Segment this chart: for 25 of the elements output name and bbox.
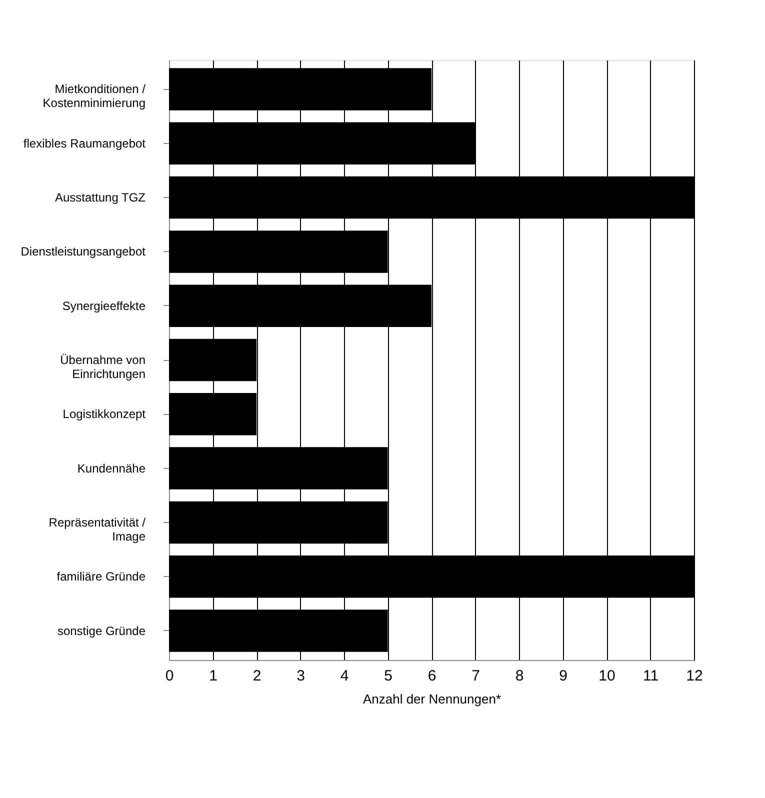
y-tick-label: Logistikkonzept [62,407,146,422]
x-tick-label: 1 [209,668,218,684]
y-tick-label: Repräsentativität / Image [48,515,146,544]
y-tick-label: familiäre Gründe [56,570,146,584]
x-tick-label: 5 [384,668,392,684]
x-tick-label: 6 [428,668,436,684]
x-tick-label: 10 [598,668,616,684]
x-tick-label: 11 [642,668,659,684]
x-tick-label: 12 [686,668,703,684]
x-tick-label: 4 [340,668,349,684]
x-tick-label: 0 [165,668,174,684]
y-tick-label: Ausstattung TGZ [55,190,146,205]
x-axis-title: Anzahl der Nennungen* [362,692,502,706]
x-tick-label: 3 [296,668,305,684]
y-tick-label: Synergieeffekte [62,298,146,313]
x-tick-label: 8 [515,668,524,684]
x-tick-label: 2 [252,668,262,684]
y-tick-label: Kundennähe [77,461,146,476]
y-tick-label: flexibles Raumangebot [23,136,146,150]
y-tick-label: Dienstleistungsangebot [20,244,146,259]
y-tick-label: sonstige Gründe [57,624,146,638]
y-tick-label: Mietkonditionen / Kostenminimierung [42,82,146,110]
y-tick-label: Übernahme von Einrichtungen [60,353,146,381]
x-tick-label: 7 [472,668,480,684]
x-tick-label: 9 [559,668,568,684]
